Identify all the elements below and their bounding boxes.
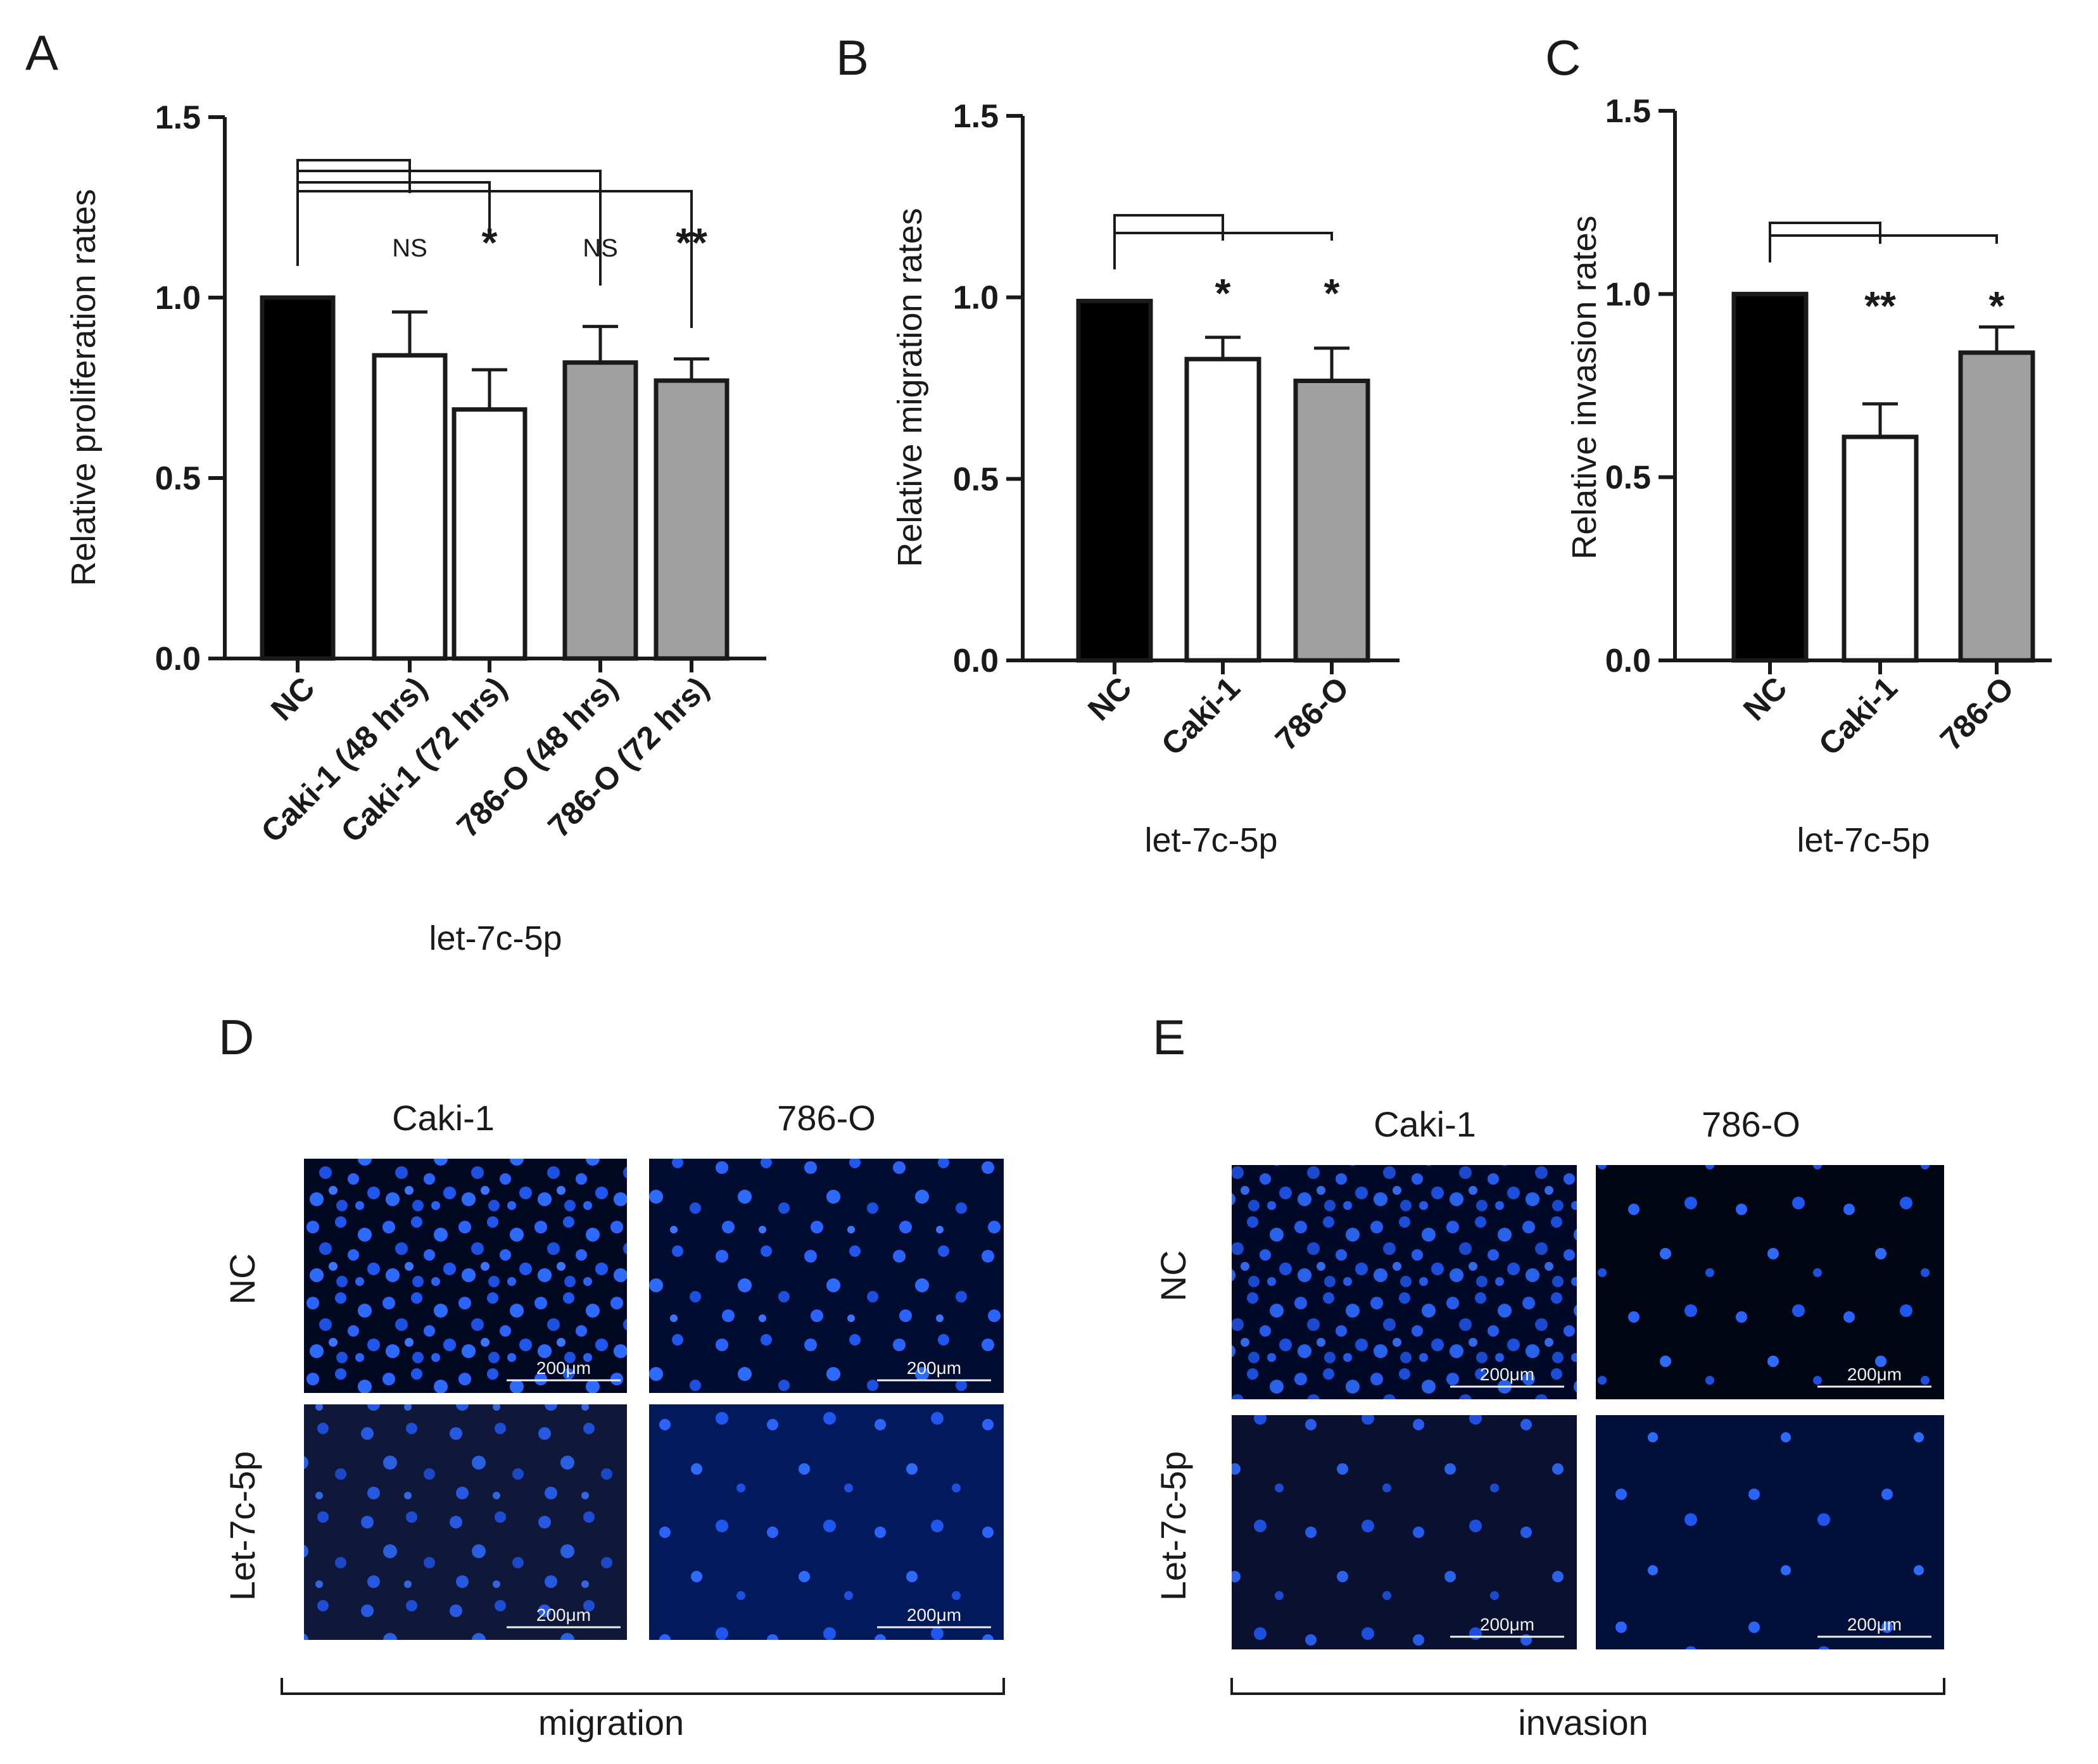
col-label-786o: 786-O	[1702, 1104, 1800, 1144]
chart-invasion: 0.0 0.5 1.0 1.5 Relative invasion rates NC Cak…	[1565, 93, 2052, 859]
y-tick-label: 1.0	[953, 280, 999, 317]
comparison-bracket	[296, 170, 602, 286]
panel-letter-a: A	[25, 25, 58, 80]
x-tick-label: NC	[1081, 670, 1139, 728]
micrograph-caki1-nc: 200μm	[304, 1159, 627, 1393]
significance-label: *	[1989, 283, 2005, 329]
bar	[1184, 356, 1261, 663]
scale-bar-label: 200μm	[1847, 1364, 1902, 1384]
significance-label: NS	[392, 234, 427, 262]
y-tick-label: 1.0	[1605, 276, 1651, 313]
y-tick-label: 1.5	[953, 98, 999, 135]
group-label-invasion: invasion	[1518, 1703, 1648, 1742]
y-tick-label: 0.5	[155, 460, 201, 497]
scale-bar-label: 200μm	[1480, 1615, 1534, 1634]
x-tick-label: 786-O	[1933, 670, 2021, 757]
x-axis-title: let-7c-5p	[429, 919, 562, 957]
significance-label: *	[1215, 270, 1231, 316]
group-bracket	[281, 1678, 1005, 1695]
micrograph-786o-nc: 200μm	[1596, 1165, 1944, 1399]
significance-label: *	[1324, 270, 1340, 316]
bar	[452, 407, 528, 661]
chart-migration: 0.0 0.5 1.0 1.5 Relative migration rates NC Ca…	[891, 98, 1400, 859]
y-tick-label: 1.5	[1605, 93, 1651, 130]
y-tick-label: 0.0	[1605, 643, 1651, 679]
chart-proliferation: 0.0 0.5 1.0 1.5 Relative proliferation rates…	[65, 99, 766, 957]
comparison-bracket	[1113, 232, 1333, 270]
panel-letter-b: B	[836, 30, 869, 85]
bar	[1842, 434, 1919, 663]
micrograph-786o-let7c: 200μm	[1596, 1415, 1944, 1649]
row-label-nc: NC	[1153, 1251, 1193, 1302]
significance-label: **	[1864, 283, 1896, 329]
bar	[1076, 298, 1153, 663]
x-tick-label: Caki-1	[1154, 670, 1247, 762]
panel-letter-d: D	[218, 1009, 254, 1065]
group-bracket	[1230, 1678, 1945, 1695]
bar	[1958, 350, 2035, 663]
col-label-caki1: Caki-1	[1374, 1104, 1476, 1144]
x-tick-label: 786-O (72 hrs)	[541, 670, 715, 844]
x-axis-title: let-7c-5p	[1797, 821, 1930, 859]
bar	[1293, 379, 1370, 663]
group-label-migration: migration	[538, 1703, 684, 1742]
y-tick-label: 1.0	[155, 280, 201, 317]
x-tick-label: NC	[264, 670, 322, 728]
y-axis-title: Relative invasion rates	[1565, 215, 1603, 559]
scale-bar-label: 200μm	[1480, 1364, 1534, 1384]
comparison-bracket	[1769, 234, 1998, 263]
x-tick-label: NC	[1736, 670, 1794, 728]
y-tick-label: 0.0	[155, 641, 201, 677]
x-tick-label: Caki-1	[1812, 670, 1904, 762]
col-label-caki1: Caki-1	[392, 1098, 495, 1138]
y-tick-label: 0.5	[1605, 460, 1651, 496]
comparison-bracket	[1769, 222, 1881, 263]
scale-bar-label: 200μm	[907, 1605, 961, 1625]
x-tick-label: 786-O	[1268, 670, 1356, 757]
micrograph-caki1-let7c: 200μm	[304, 1404, 627, 1640]
micrograph-caki1-nc: 200μm	[1232, 1165, 1577, 1399]
comparison-bracket	[296, 190, 693, 328]
panel-letter-c: C	[1545, 30, 1581, 85]
micrograph-786o-nc: 200μm	[649, 1159, 1004, 1393]
row-label-let7c: Let-7c-5p	[222, 1451, 262, 1601]
micrograph-786o-let7c: 200μm	[649, 1404, 1004, 1640]
bar	[562, 360, 638, 661]
scale-bar-label: 200μm	[536, 1605, 591, 1625]
micrograph-panel-d: Caki-1 786-O NC Let-7c-5p 200μm 200μm 20…	[222, 1098, 1005, 1742]
bar	[654, 378, 730, 661]
col-label-786o: 786-O	[777, 1098, 876, 1138]
y-tick-label: 0.5	[953, 461, 999, 498]
scale-bar-label: 200μm	[1847, 1615, 1902, 1634]
y-axis-title: Relative migration rates	[891, 208, 929, 567]
y-tick-label: 0.0	[953, 643, 999, 679]
y-axis-title: Relative proliferation rates	[65, 189, 103, 586]
micrograph-caki1-let7c: 200μm	[1232, 1415, 1577, 1649]
x-axis-title: let-7c-5p	[1144, 821, 1277, 859]
scale-bar-label: 200μm	[536, 1358, 591, 1378]
panel-letter-e: E	[1153, 1009, 1185, 1065]
bar	[372, 353, 448, 661]
row-label-nc: NC	[222, 1254, 262, 1305]
micrograph-panel-e: Caki-1 786-O NC Let-7c-5p 200μm 200μm 20…	[1153, 1104, 1945, 1742]
comparison-bracket	[1113, 214, 1224, 270]
scale-bar-label: 200μm	[907, 1358, 961, 1378]
bar	[1731, 291, 1809, 663]
bar	[260, 295, 336, 661]
row-label-let7c: Let-7c-5p	[1153, 1451, 1193, 1601]
y-tick-label: 1.5	[155, 99, 201, 136]
